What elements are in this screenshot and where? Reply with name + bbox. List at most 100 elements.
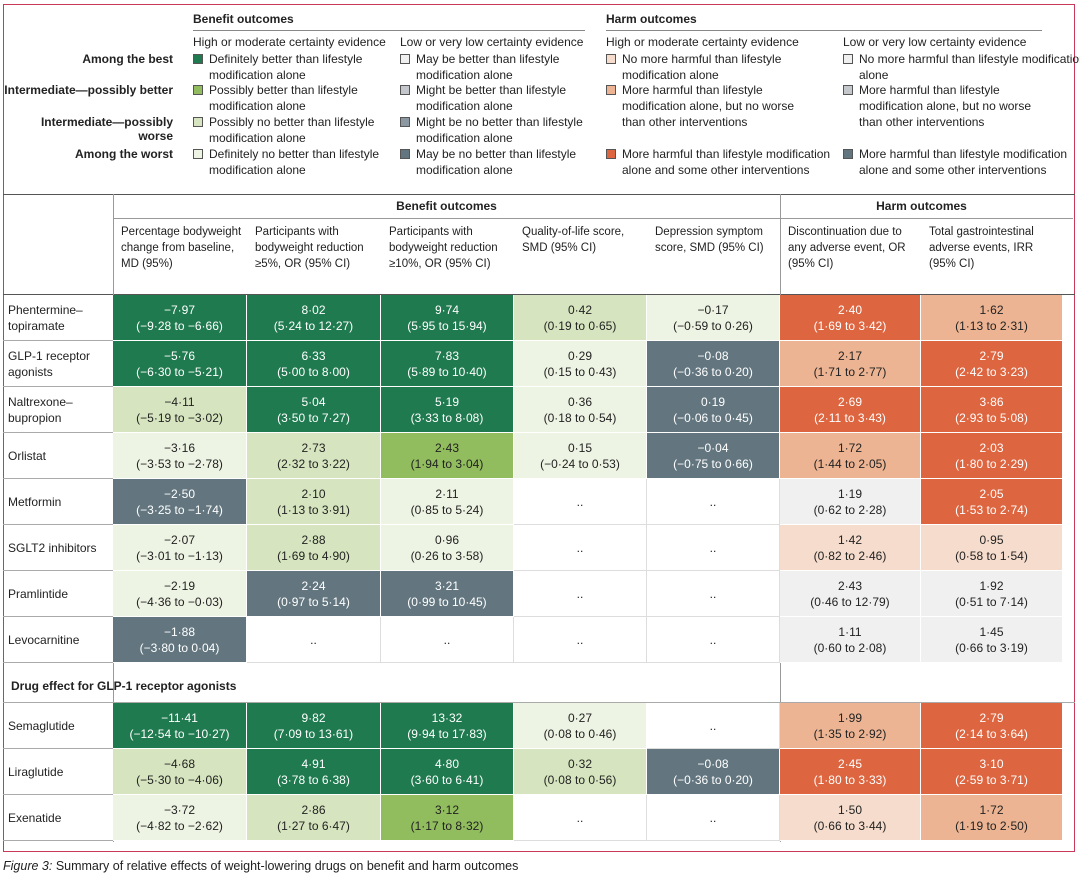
cell-ci: (2·59 to 3·71) xyxy=(955,772,1028,787)
cell-value: 1·45 xyxy=(979,624,1004,639)
cell-value: 7·83 xyxy=(434,348,460,363)
cell-value: 3·21 xyxy=(434,578,460,593)
cell-ci: (−3·01 to −1·13) xyxy=(136,548,223,563)
legend-swatch xyxy=(400,149,410,159)
cell-value: 1·50 xyxy=(837,802,863,817)
legend-swatch xyxy=(606,85,616,95)
table-cell: 0·15 (−0·24 to 0·53) xyxy=(514,433,647,479)
legend-item: Definitely better than lifestyle modific… xyxy=(193,51,404,83)
cell-value: 2·43 xyxy=(434,440,460,455)
table-cell: 2·88 (1·69 to 4·90) xyxy=(247,525,381,571)
column-header: Quality-of-life score, SMD (95% CI) xyxy=(522,226,625,254)
section-rule xyxy=(3,702,1075,703)
legend-item-text: Might be better than lifestyle modificat… xyxy=(416,83,567,113)
legend-item-text: Definitely better than lifestyle modific… xyxy=(209,52,363,82)
cell-ci: (−3·25 to −1·74) xyxy=(136,502,223,517)
table-cell: .. xyxy=(647,703,780,749)
cell-value: −4·11 xyxy=(164,394,195,409)
cell-value: −0·17 xyxy=(697,302,729,317)
table-cell: 0·95 (0·58 to 1·54) xyxy=(921,525,1063,571)
cell-value: 2·17 xyxy=(837,348,863,363)
table-cell: −0·08 (−0·36 to 0·20) xyxy=(647,341,780,387)
cell-value: 2·45 xyxy=(837,756,863,771)
legend-item-text: More harmful than lifestyle modification… xyxy=(859,83,1032,129)
cell-value: .. xyxy=(709,540,717,555)
table-cell: .. xyxy=(514,479,647,525)
cell-value: 1·72 xyxy=(837,440,863,455)
cell-ci: (1·53 to 2·74) xyxy=(955,502,1028,517)
column-header: Discontinuation due to any adverse event… xyxy=(788,226,906,270)
legend-item-text: Might be no better than lifestyle modifi… xyxy=(416,115,583,145)
cell-value: 3·10 xyxy=(979,756,1004,771)
legend-benefit-low-header: Low or very low certainty evidence xyxy=(400,35,584,49)
table-cell: .. xyxy=(381,617,514,663)
cell-value: −3·72 xyxy=(163,802,196,817)
legend-item: More harmful than lifestyle modification… xyxy=(843,82,1049,130)
cell-value: 1·62 xyxy=(979,302,1004,317)
table-cell: 9·82 (7·09 to 13·61) xyxy=(247,703,381,749)
table-cell: 1·72 (1·19 to 2·50) xyxy=(921,795,1063,841)
table-cell: 2·43 (0·46 to 12·79) xyxy=(780,571,921,617)
cell-value: .. xyxy=(576,540,584,555)
legend-item-text: More harmful than lifestyle modification… xyxy=(859,147,1068,177)
cell-ci: (0·08 to 0·56) xyxy=(543,772,617,787)
cell-ci: (1·80 to 2·29) xyxy=(955,456,1028,471)
table-cell: 0·96 (0·26 to 3·58) xyxy=(381,525,514,571)
cell-ci: (0·99 to 10·45) xyxy=(407,594,487,609)
cell-ci: (−6·30 to −5·21) xyxy=(136,364,223,379)
cell-ci: (−9·28 to −6·66) xyxy=(136,318,223,333)
cell-ci: (2·32 to 3·22) xyxy=(277,456,350,471)
cell-value: 2·88 xyxy=(301,532,326,547)
cell-ci: (1·69 to 4·90) xyxy=(277,548,350,563)
row-drug-name: Liraglutide xyxy=(8,765,64,779)
table-cell: −7·97 (−9·28 to −6·66) xyxy=(113,295,247,341)
table-cell: −3·72 (−4·82 to −2·62) xyxy=(113,795,247,841)
legend-swatch xyxy=(843,85,853,95)
cell-value: 2·11 xyxy=(435,486,459,501)
row-rule xyxy=(3,524,113,525)
legend-harm-low-header: Low or very low certainty evidence xyxy=(843,35,1027,49)
row-rule xyxy=(3,662,113,663)
legend-swatch xyxy=(193,85,203,95)
cell-value: 6·33 xyxy=(301,348,326,363)
cell-ci: (0·85 to 5·24) xyxy=(410,502,484,517)
cell-value: 1·19 xyxy=(837,486,863,501)
table-cell: −4·68 (−5·30 to −4·06) xyxy=(113,749,247,795)
legend-item: More harmful than lifestyle modification… xyxy=(843,146,1080,178)
cell-value: .. xyxy=(576,632,584,647)
row-rule xyxy=(3,570,113,571)
cell-value: .. xyxy=(310,632,317,647)
legend-row-label: Among the worst xyxy=(75,147,173,161)
table-cell: −0·08 (−0·36 to 0·20) xyxy=(647,749,780,795)
table-cell: 0·42 (0·19 to 0·65) xyxy=(514,295,647,341)
legend-swatch xyxy=(193,54,203,64)
legend-item-text: More harmful than lifestyle modification… xyxy=(622,83,795,129)
table-cell: −0·04 (−0·75 to 0·66) xyxy=(647,433,780,479)
cell-value: 2·05 xyxy=(979,486,1004,501)
legend-item: More harmful than lifestyle modification… xyxy=(606,146,852,178)
cell-ci: (0·60 to 2·08) xyxy=(813,640,887,655)
legend-item: More harmful than lifestyle modification… xyxy=(606,82,812,130)
legend-item-text: No more harmful than lifestyle modificat… xyxy=(859,52,1080,82)
cell-ci: (3·33 to 8·08) xyxy=(410,410,484,425)
cell-value: −5·76 xyxy=(163,348,196,363)
cell-value: 2·10 xyxy=(301,486,326,501)
row-rule xyxy=(3,478,113,479)
column-header: Participants with bodyweight reduction ≥… xyxy=(389,226,498,270)
row-drug-name: Semaglutide xyxy=(8,719,75,733)
table-cell: .. xyxy=(647,571,780,617)
row-drug-name: GLP-1 receptor agonists xyxy=(8,349,91,379)
legend-harm-high-header: High or moderate certainty evidence xyxy=(606,35,799,49)
cell-ci: (0·97 to 5·14) xyxy=(277,594,350,609)
cell-ci: (2·14 to 3·64) xyxy=(955,726,1028,741)
cell-ci: (0·18 to 0·54) xyxy=(543,410,617,425)
legend-benefit-title: Benefit outcomes xyxy=(193,12,294,26)
table-cell: 5·04 (3·50 to 7·27) xyxy=(247,387,381,433)
cell-value: 0·42 xyxy=(567,302,593,317)
cell-value: −0·04 xyxy=(697,440,729,455)
table-cell: 0·36 (0·18 to 0·54) xyxy=(514,387,647,433)
cell-ci: (0·66 to 3·44) xyxy=(813,818,887,833)
cell-ci: (5·95 to 15·94) xyxy=(407,318,487,333)
table-cell: 1·92 (0·51 to 7·14) xyxy=(921,571,1063,617)
cell-value: −1·88 xyxy=(163,624,196,639)
